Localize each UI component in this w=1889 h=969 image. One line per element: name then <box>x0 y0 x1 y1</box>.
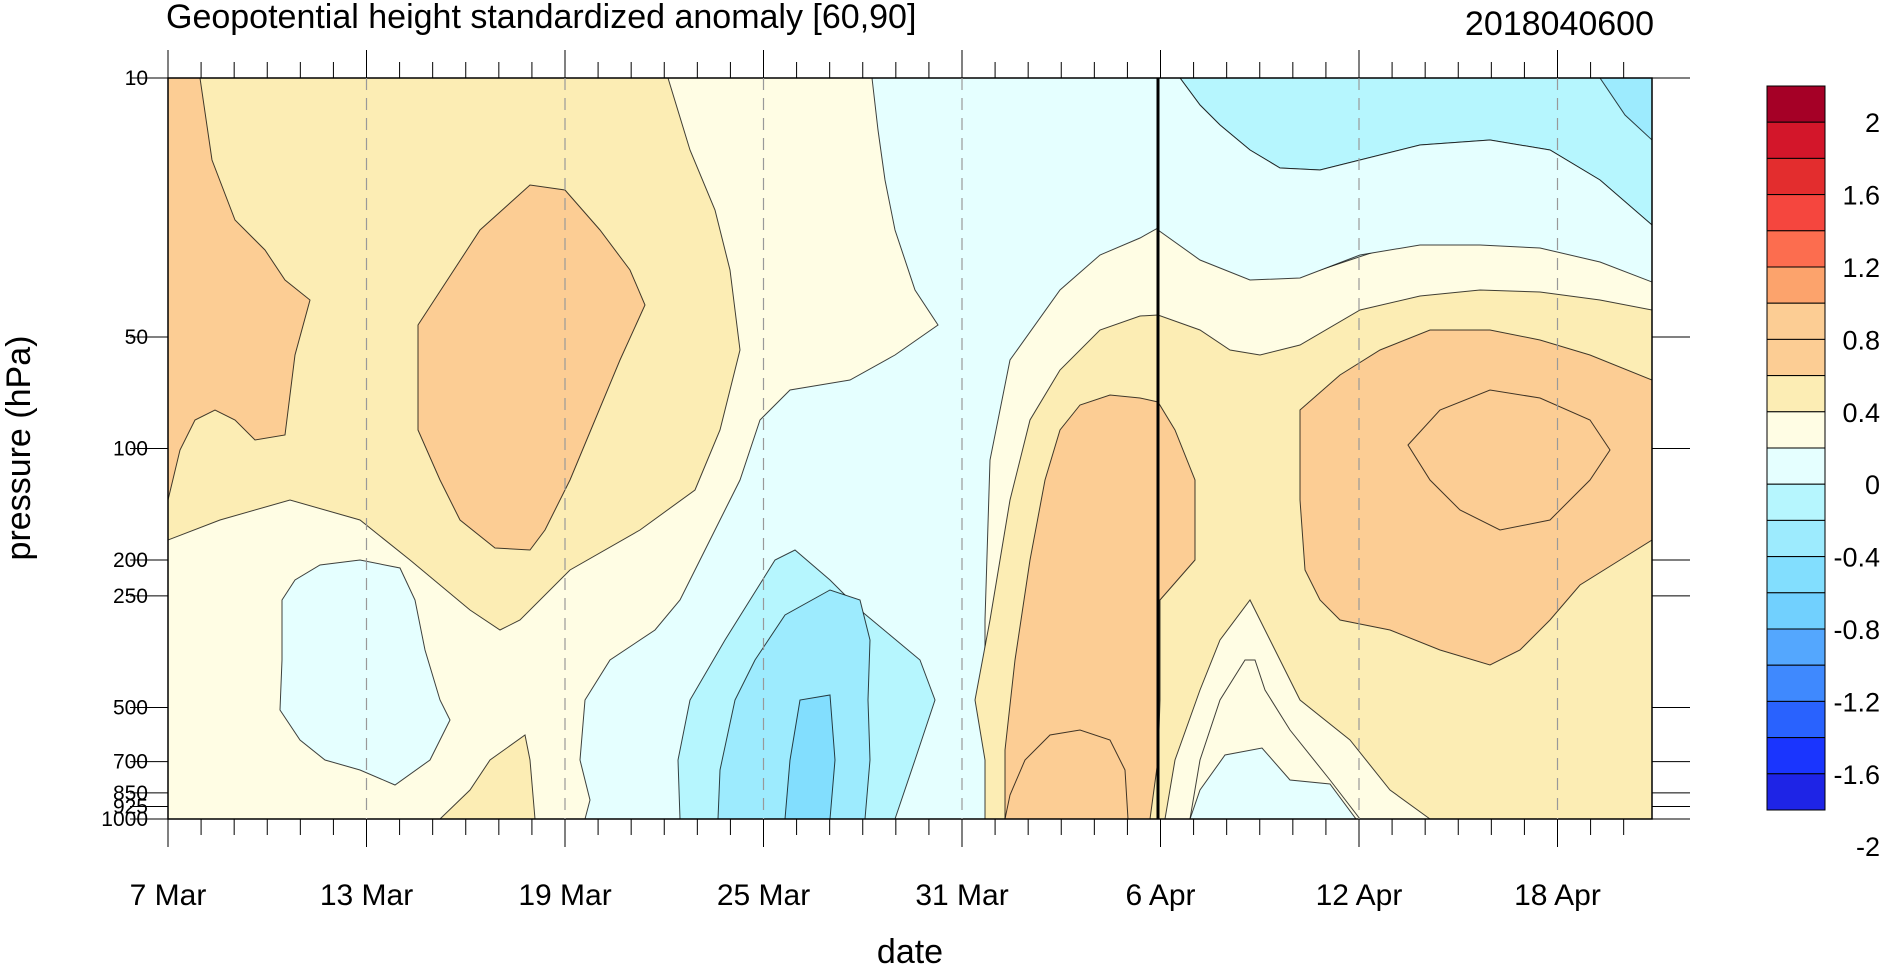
colorbar-label: -0.8 <box>1833 615 1880 645</box>
colorbar-label: -0.4 <box>1833 543 1880 573</box>
colorbar-swatch <box>1766 447 1826 485</box>
contour-region-orange-apr <box>1004 394 1196 819</box>
colorbar-swatch <box>1766 266 1826 304</box>
date-gridlines <box>365 78 1559 819</box>
colorbar-swatch <box>1766 194 1826 232</box>
contour-field <box>168 78 1652 819</box>
y-tick-label: 250 <box>113 585 148 608</box>
colorbar-swatch <box>1766 628 1826 666</box>
colorbar-swatch <box>1766 302 1826 340</box>
colorbar: 2 1.6 1.2 0.8 0.4 0 -0.4 -0.8 -1.2 -1.6 -2 <box>1766 85 1880 862</box>
chart-title: Geopotential height standardized anomaly… <box>166 0 916 36</box>
y-tick-label: 100 <box>113 438 148 461</box>
colorbar-label: -1.6 <box>1833 760 1880 790</box>
x-axis-label: date <box>877 933 943 969</box>
x-tick-label: 7 Mar <box>130 879 207 912</box>
y-tick-label: 200 <box>113 549 148 572</box>
colorbar-swatch <box>1766 556 1826 594</box>
colorbar-swatch <box>1766 592 1826 630</box>
x-tick-label: 6 Apr <box>1125 879 1195 912</box>
colorbar-swatch <box>1766 773 1826 811</box>
contour-region-orange-apr-inner <box>1407 389 1611 531</box>
colorbar-label: -2 <box>1856 832 1880 862</box>
colorbar-swatch <box>1766 230 1826 268</box>
colorbar-swatch <box>1766 700 1826 739</box>
colorbar-label: 1.6 <box>1842 181 1880 211</box>
x-tick-label: 31 Mar <box>915 879 1008 912</box>
y-tick-label: 700 <box>113 751 148 774</box>
y-tick-label: 500 <box>113 696 148 719</box>
y-tick-label: 850 <box>113 782 148 805</box>
colorbar-swatch <box>1766 519 1826 558</box>
x-tick-label: 18 Apr <box>1514 879 1601 912</box>
colorbar-swatch <box>1766 664 1826 702</box>
contour-region-orange-mid <box>417 184 646 551</box>
y-axis-label: pressure (hPa) <box>0 336 38 561</box>
contour-region-yellow-bl <box>439 734 536 819</box>
colorbar-label: 0 <box>1865 470 1880 500</box>
colorbar-swatch <box>1766 483 1826 521</box>
contour-region-cyan-bottom <box>1189 747 1357 819</box>
colorbar-swatch <box>1766 121 1826 159</box>
y-tick-label: 925 <box>113 795 148 818</box>
y-tick-label: 50 <box>125 326 148 349</box>
colorbar-swatch <box>1766 375 1826 413</box>
contour-region-orange-apr-bottom <box>1004 729 1129 819</box>
x-tick-label: 25 Mar <box>717 879 810 912</box>
colorbar-label: 1.2 <box>1842 253 1880 283</box>
colorbar-swatch <box>1766 338 1826 377</box>
y-tick-label: 10 <box>125 67 148 90</box>
colorbar-swatch <box>1766 157 1826 196</box>
x-tick-label: 12 Apr <box>1316 879 1403 912</box>
colorbar-label: 2 <box>1865 108 1880 138</box>
contour-region-cyan-mid3 <box>784 694 836 819</box>
colorbar-swatch <box>1766 411 1826 449</box>
x-tick-label: 19 Mar <box>518 879 611 912</box>
colorbar-label: 0.4 <box>1842 398 1880 428</box>
y-tick-label: 1000 <box>101 808 148 831</box>
x-axis: 7 Mar 13 Mar 19 Mar 25 Mar 31 Mar 6 Apr 12 Apr… <box>130 50 1625 912</box>
colorbar-label: -1.2 <box>1833 687 1880 717</box>
contour-region-cyan-upper-mid <box>1157 78 1652 283</box>
colorbar-swatch <box>1766 85 1826 123</box>
contour-region-cyan-left <box>279 559 451 786</box>
x-tick-label: 13 Mar <box>320 879 413 912</box>
contour-region-orange-topleft <box>168 78 311 501</box>
contour-region-cyan-upper2 <box>1599 78 1652 141</box>
colorbar-swatch <box>1766 737 1826 775</box>
chart-date-stamp: 2018040600 <box>1465 5 1654 43</box>
colorbar-label: 0.8 <box>1842 325 1880 355</box>
